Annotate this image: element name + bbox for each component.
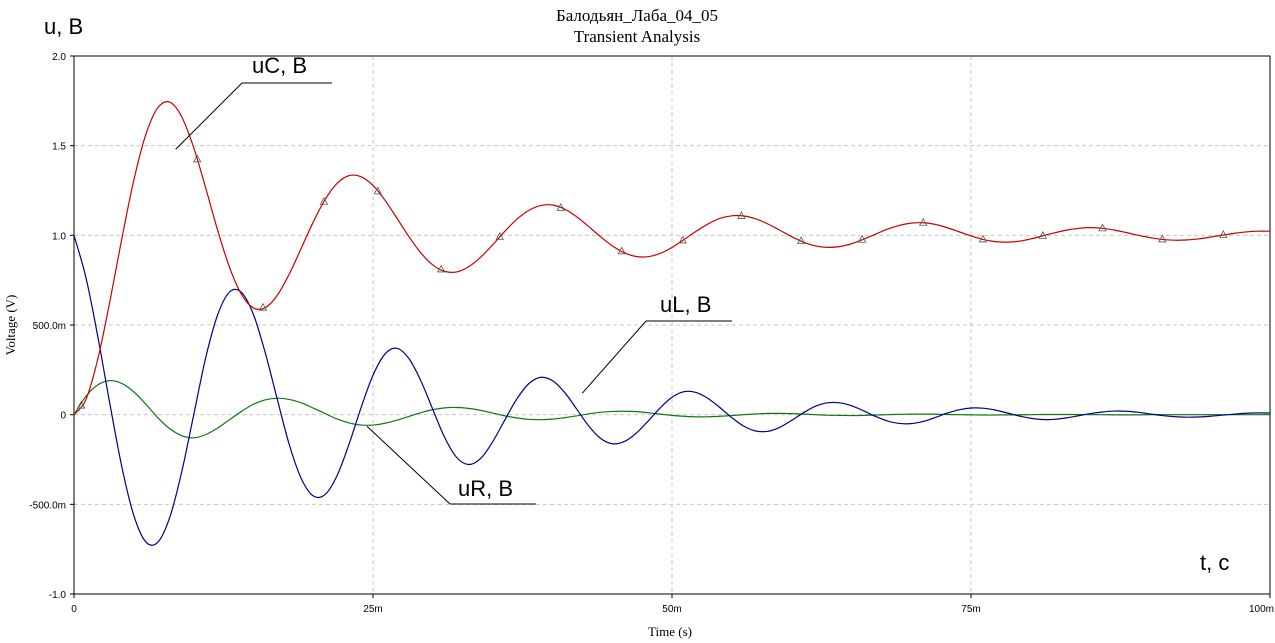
series-marker <box>1158 234 1167 243</box>
y-tick-labels: -1.0 -500.0m 0 500.0m 1.0 1.5 2.0 <box>29 52 74 601</box>
x-axis-label: Time (s) <box>648 624 692 639</box>
x-tick-labels: 0 25m 50m 75m 100m <box>71 594 1274 615</box>
series-marker <box>857 234 867 243</box>
label-ur: uR, B <box>366 425 536 505</box>
chart-subtitle: Transient Analysis <box>574 27 700 46</box>
series-ur-line <box>73 379 1270 439</box>
leader-line-uc <box>175 82 243 150</box>
series-marker <box>437 264 446 273</box>
series-marker <box>978 234 988 243</box>
x-axis-unit-label: t, c <box>1200 550 1229 575</box>
series-marker <box>617 246 626 255</box>
x-tick-label: 100m <box>1249 604 1274 615</box>
series-marker <box>1038 231 1047 239</box>
series-marker <box>737 211 746 219</box>
series-marker <box>918 217 928 226</box>
grid <box>74 56 1270 594</box>
y-tick-label: 1.0 <box>52 231 66 242</box>
y-tick-label: -1.0 <box>49 590 67 601</box>
series-markers <box>77 154 1228 409</box>
chart-title: Балодьян_Лаба_04_05 <box>556 6 718 25</box>
x-tick-label: 75m <box>961 604 980 615</box>
series-label-uc: uC, B <box>252 53 307 78</box>
leader-line-ul <box>581 320 647 394</box>
y-tick-label: 2.0 <box>52 52 66 63</box>
series-marker <box>495 232 504 240</box>
y-axis-label: Voltage (V) <box>3 295 18 356</box>
series-marker <box>1219 230 1228 238</box>
series-marker <box>77 400 86 409</box>
series-marker <box>796 236 806 244</box>
series-marker <box>1098 223 1107 232</box>
y-tick-label: -500.0m <box>29 500 66 511</box>
y-tick-label: 500.0m <box>33 321 66 332</box>
series-lines <box>73 101 1271 546</box>
series-label-ul: uL, B <box>660 292 711 317</box>
series-ul-line <box>73 235 1271 546</box>
series-label-ur: uR, B <box>458 476 513 501</box>
x-tick-label: 0 <box>71 604 77 615</box>
series-marker <box>319 196 329 205</box>
label-ul: uL, B <box>581 292 732 394</box>
x-tick-label: 50m <box>662 604 681 615</box>
series-uc-line <box>73 101 1271 416</box>
series-marker <box>678 235 687 244</box>
series-marker <box>258 302 268 311</box>
y-axis-unit-label: u, B <box>44 14 83 39</box>
series-marker <box>373 186 382 195</box>
x-tick-label: 25m <box>363 604 382 615</box>
label-uc: uC, B <box>175 53 332 150</box>
y-tick-label: 1.5 <box>52 142 66 153</box>
series-marker <box>193 154 202 163</box>
series-marker <box>556 202 565 211</box>
leader-line-ur <box>366 425 451 505</box>
y-tick-label: 0 <box>60 411 66 422</box>
